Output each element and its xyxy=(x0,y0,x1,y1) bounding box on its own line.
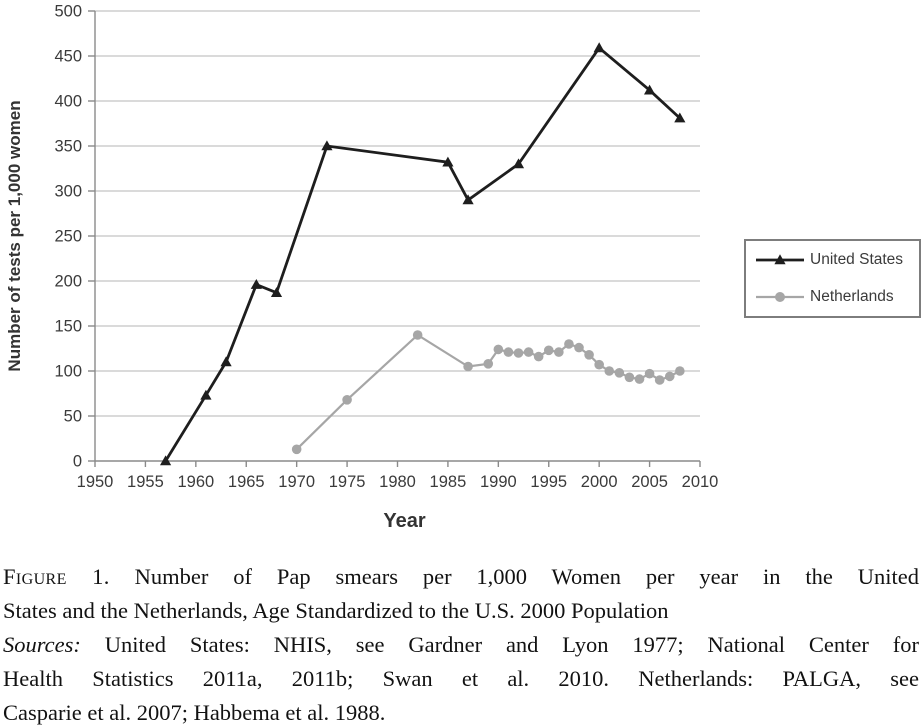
data-point-netherlands xyxy=(564,339,574,349)
y-tick-label-500: 500 xyxy=(54,3,82,21)
y-axis-title: Number of tests per 1,000 women xyxy=(5,100,24,371)
legend-item-united-states: United States xyxy=(755,251,919,269)
netherlands-line-marker-icon xyxy=(756,292,804,303)
data-point-united-states xyxy=(159,455,172,466)
y-tick-label-400: 400 xyxy=(54,93,82,111)
data-point-united-states xyxy=(270,287,283,297)
data-point-netherlands xyxy=(624,372,635,383)
series-line-united-states xyxy=(164,45,681,462)
x-tick-label-1980: 1980 xyxy=(379,473,416,491)
data-point-netherlands xyxy=(523,347,534,357)
x-tick-label-1965: 1965 xyxy=(228,473,265,491)
sources-label: Sources: xyxy=(3,632,81,657)
data-point-netherlands xyxy=(604,366,615,376)
y-tick-label-50: 50 xyxy=(64,408,82,426)
x-tick-label-1950: 1950 xyxy=(77,473,114,491)
caption-line: Sources: United States: NHIS, see Gardne… xyxy=(3,628,919,662)
x-tick-label-2000: 2000 xyxy=(581,473,618,491)
y-tick-label-350: 350 xyxy=(54,138,82,156)
data-point-netherlands xyxy=(664,371,675,382)
data-point-netherlands xyxy=(463,361,473,372)
legend-label-netherlands: Netherlands xyxy=(810,288,894,306)
chart: 0 50 100 150 200 250 300 350 400 450 500 1950 1955 19… xyxy=(5,3,921,533)
legend-item-netherlands: Netherlands xyxy=(755,288,919,306)
caption-line: Casparie et al. 2007; Habbema et al. 198… xyxy=(3,696,919,728)
y-tick-label-100: 100 xyxy=(54,363,82,381)
data-point-united-states xyxy=(593,42,605,53)
data-point-netherlands xyxy=(291,444,302,455)
caption-text: Health Statistics 2011a, 2011b; Swan et … xyxy=(3,666,919,691)
data-point-netherlands xyxy=(574,342,584,353)
x-tick-label-1975: 1975 xyxy=(329,473,366,491)
figure-caption: Figure 1. Number of Pap smears per 1,000… xyxy=(3,560,919,728)
legend-label-united-states: United States xyxy=(810,250,904,268)
data-point-netherlands xyxy=(543,345,554,356)
data-point-united-states xyxy=(462,194,474,205)
x-tick-label-1960: 1960 xyxy=(177,473,214,491)
series-line-netherlands xyxy=(295,333,681,451)
data-point-united-states xyxy=(200,389,212,400)
data-point-netherlands xyxy=(614,368,625,378)
data-point-netherlands xyxy=(513,348,524,358)
data-point-united-states xyxy=(220,356,232,367)
data-point-united-states xyxy=(643,84,656,95)
data-point-netherlands xyxy=(342,395,352,405)
united-states-line-marker-icon xyxy=(756,253,804,264)
caption-line: States and the Netherlands, Age Standard… xyxy=(3,594,919,628)
caption-text: States and the Netherlands, Age Standard… xyxy=(3,598,669,623)
data-point-united-states xyxy=(321,140,333,151)
data-point-netherlands xyxy=(584,350,594,360)
caption-text: United States: NHIS, see Gardner and Lyo… xyxy=(104,632,919,657)
x-tick-label-2005: 2005 xyxy=(631,473,668,491)
data-point-united-states xyxy=(674,112,686,123)
legend-box: United States Netherlands xyxy=(744,239,921,318)
data-point-netherlands xyxy=(644,368,655,379)
y-tick-label-0: 0 xyxy=(73,453,82,471)
data-point-netherlands xyxy=(503,347,514,357)
data-point-netherlands xyxy=(412,330,423,340)
caption-line: Figure 1. Number of Pap smears per 1,000… xyxy=(3,560,919,594)
x-tick-label-1995: 1995 xyxy=(530,473,567,491)
data-point-united-states xyxy=(442,156,454,167)
data-point-netherlands xyxy=(594,359,604,370)
x-tick-label-2010: 2010 xyxy=(682,473,719,491)
y-tick-label-150: 150 xyxy=(54,318,82,336)
caption-text: Number of Pap smears per 1,000 Women per… xyxy=(134,564,919,589)
x-tick-label-1990: 1990 xyxy=(480,473,517,491)
x-axis-title: Year xyxy=(383,510,425,532)
y-tick-label-300: 300 xyxy=(54,183,82,201)
x-tick-label-1955: 1955 xyxy=(127,473,164,491)
data-point-netherlands xyxy=(493,344,504,355)
x-tick-label-1985: 1985 xyxy=(430,473,467,491)
data-point-united-states xyxy=(512,158,525,169)
data-point-netherlands xyxy=(533,351,544,362)
figure-number-label: Figure 1. xyxy=(3,564,110,589)
data-point-netherlands xyxy=(675,366,685,376)
x-tick-label-1970: 1970 xyxy=(278,473,315,491)
data-point-netherlands xyxy=(654,375,665,385)
y-tick-label-450: 450 xyxy=(54,48,82,66)
y-tick-label-200: 200 xyxy=(54,273,82,291)
data-point-netherlands xyxy=(554,347,564,357)
y-tick-label-250: 250 xyxy=(54,228,82,246)
caption-line: Health Statistics 2011a, 2011b; Swan et … xyxy=(3,662,919,696)
data-point-netherlands xyxy=(634,374,645,384)
data-point-united-states xyxy=(250,279,262,289)
line-chart-svg: 0 50 100 150 200 250 300 350 400 450 500 1950 1955 19… xyxy=(5,3,719,533)
caption-text: Casparie et al. 2007; Habbema et al. 198… xyxy=(3,700,386,725)
data-point-netherlands xyxy=(483,359,494,369)
